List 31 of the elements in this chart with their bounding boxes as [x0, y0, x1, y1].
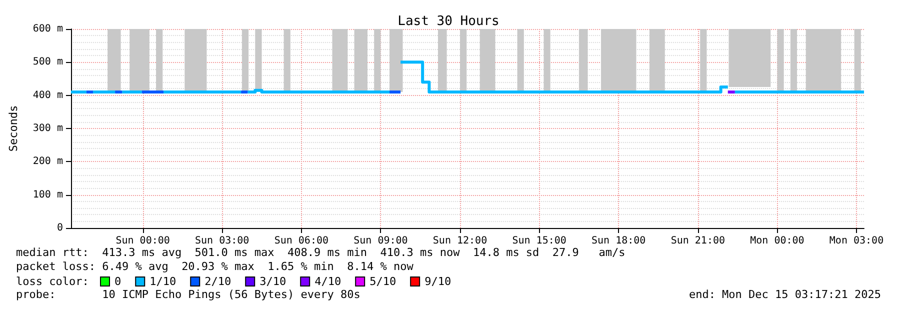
legend-label: 4/10 [314, 275, 342, 288]
legend-label: 5/10 [370, 275, 396, 288]
y-tick-label: 400 m [32, 90, 63, 101]
text: packet loss: 6.49 % avg 20.93 % max 1.65 % min 8.14 % now [16, 260, 414, 273]
x-tick-label: Sun 21:00 [670, 236, 726, 246]
y-axis-title: Seconds [7, 105, 20, 152]
legend-title: loss color: [16, 275, 89, 288]
legend-label: 9/10 [424, 275, 452, 288]
legend-label: 2/10 [204, 275, 232, 288]
x-tick-label: Sun 03:00 [195, 236, 250, 246]
legend-label: 3/10 [260, 275, 286, 288]
text: probe: 10 ICMP Echo Pings (56 Bytes) every 80s [16, 288, 360, 301]
x-tick-label: Sun 09:00 [354, 236, 408, 246]
legend-label: 1/10 [150, 275, 176, 288]
y-tick-label: 0 [56, 222, 63, 234]
x-tick-label: Sun 18:00 [592, 236, 646, 246]
x-tick-label: Sun 06:00 [274, 236, 329, 246]
y-tick-label: 600 m [32, 24, 63, 34]
y-tick-label: 200 m [32, 156, 63, 168]
y-tick-label: 500 m [32, 56, 63, 68]
x-tick-label: Mon 00:00 [750, 236, 804, 246]
text: median rtt: 413.3 ms avg 501.0 ms max 408.9 ms min 410.3 ms now 14.8 ms sd 27.9 am/s [16, 246, 626, 259]
y-tick-label: 300 m [32, 123, 63, 134]
x-tick-label: Sun 12:00 [432, 236, 488, 246]
legend-label: 0 [114, 275, 122, 288]
x-tick-label: Sun 15:00 [512, 236, 566, 246]
text: end: Mon Dec 15 03:17:21 2025 [688, 288, 882, 301]
x-tick-label: Mon 03:00 [829, 236, 884, 246]
x-tick-label: Sun 00:00 [116, 236, 170, 246]
chart-title: Last 30 Hours [398, 14, 500, 29]
y-tick-label: 100 m [32, 189, 63, 200]
